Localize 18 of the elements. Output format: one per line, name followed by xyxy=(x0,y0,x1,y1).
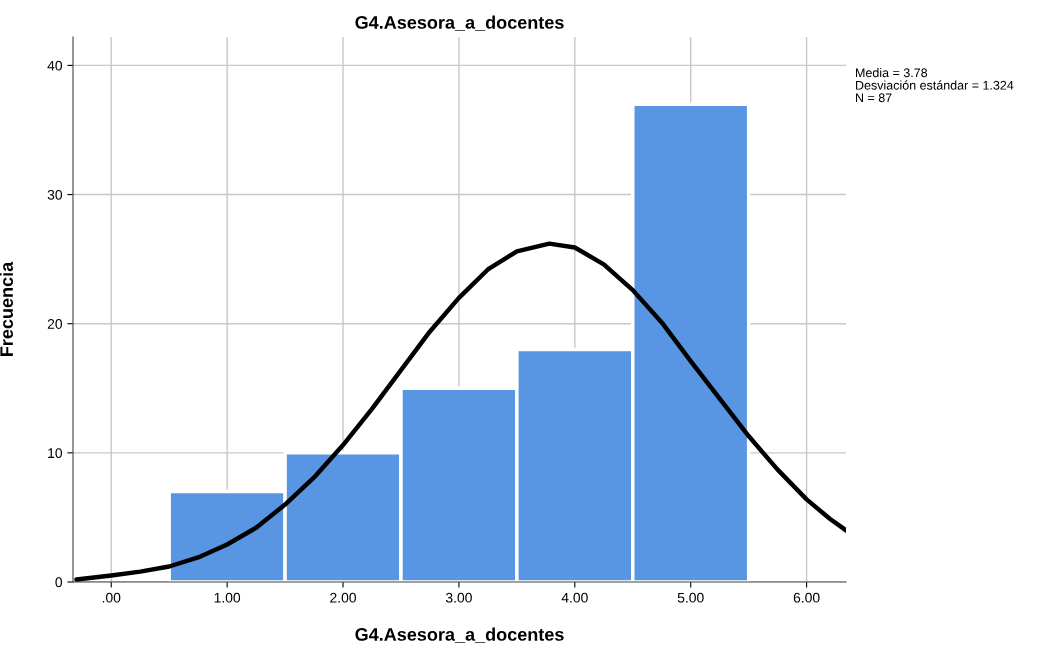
x-tick-label: 6.00 xyxy=(793,592,820,603)
text: Desviación estándar = 1.324 xyxy=(856,80,1014,90)
text: Media = 3.78 xyxy=(856,68,928,78)
x-tick-label: 5.00 xyxy=(677,592,704,603)
chart-title: G4.Asesora_a_docentes xyxy=(355,15,564,31)
x-tick-label: 3.00 xyxy=(445,592,472,603)
y-axis-title: Frecuencia xyxy=(0,261,14,356)
x-tick-label: 1.00 xyxy=(214,592,241,603)
y-tick-label: 10 xyxy=(48,448,63,459)
x-tick-label: .00 xyxy=(102,592,121,603)
y-tick-label: 40 xyxy=(47,60,63,71)
y-tick-label: 20 xyxy=(47,319,63,329)
text: N = 87 xyxy=(856,93,892,103)
x-tick-label: 2.00 xyxy=(330,592,356,603)
y-tick-label: 0 xyxy=(55,577,63,588)
x-axis-title: G4.Asesora_a_docentes xyxy=(355,627,564,643)
y-tick-label: 30 xyxy=(47,189,63,200)
x-tick-label: 4.00 xyxy=(561,592,588,603)
